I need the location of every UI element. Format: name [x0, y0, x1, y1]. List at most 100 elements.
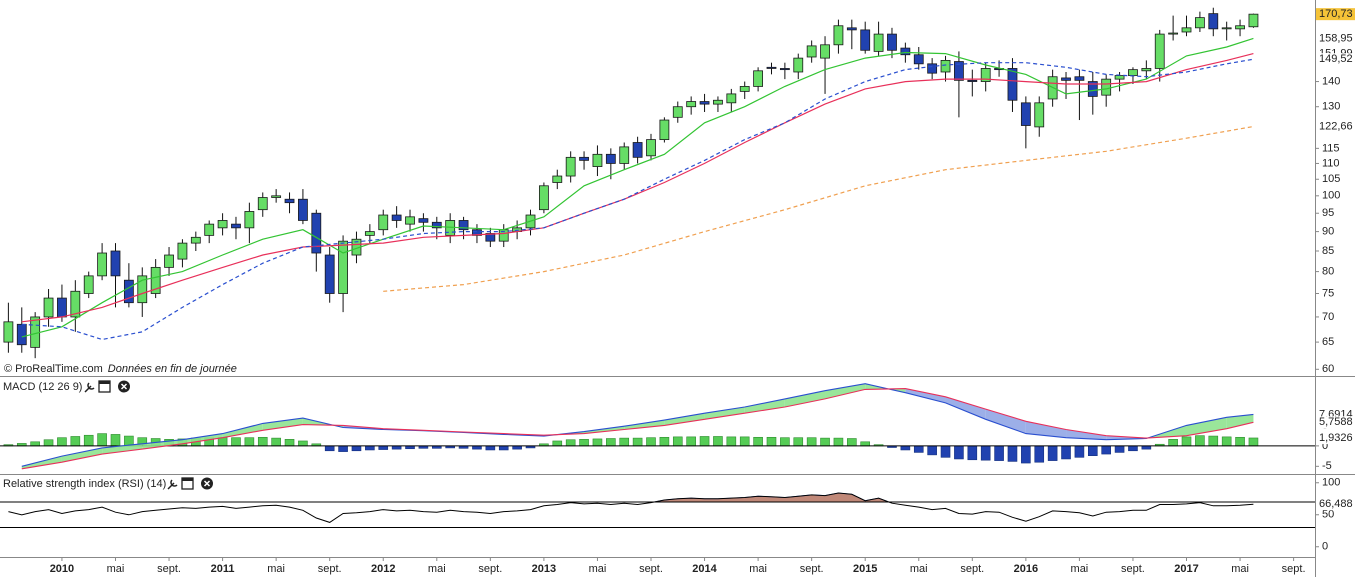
- candle-body: [284, 198, 295, 204]
- histogram-bar: [820, 437, 830, 447]
- candle-body: [1114, 75, 1125, 80]
- series-line: [21, 388, 1254, 470]
- candle-body: [1074, 76, 1085, 81]
- histogram-bar: [1235, 436, 1245, 447]
- candle-body: [97, 252, 108, 277]
- histogram-bar: [271, 437, 281, 447]
- histogram-bar: [110, 434, 121, 447]
- macd-fill: [182, 433, 223, 444]
- histogram-bar: [739, 436, 750, 447]
- macd-fill: [142, 439, 183, 450]
- y-tick-label: 80: [1322, 266, 1334, 278]
- candle-body: [1034, 102, 1045, 128]
- candle-body: [632, 142, 643, 158]
- candle-body: [43, 297, 54, 318]
- candle-body: [418, 218, 429, 223]
- last-value-label: 149,52: [1319, 53, 1353, 65]
- x-tick-label: mai: [749, 563, 767, 575]
- candle-body: [311, 212, 322, 254]
- y-tick-label: 115: [1322, 142, 1340, 154]
- rsi-line: [8, 492, 1254, 523]
- panel-title: MACD (12 26 9): [3, 381, 82, 393]
- y-tick-label: 105: [1322, 173, 1340, 185]
- x-tick-label: sept.: [478, 563, 502, 575]
- histogram-bar: [1021, 445, 1031, 464]
- histogram-bar: [606, 438, 616, 447]
- plot-area: [3, 7, 1259, 359]
- histogram-bar: [1221, 436, 1232, 447]
- histogram-bar: [1101, 445, 1111, 455]
- macd-fill: [744, 398, 785, 414]
- candle-body: [271, 195, 282, 198]
- y-tick-label: 0: [1322, 440, 1328, 452]
- histogram-bar: [994, 445, 1004, 461]
- histogram-bar: [900, 445, 911, 451]
- histogram-bar: [351, 445, 362, 452]
- x-tick-label: sept.: [157, 563, 181, 575]
- series-line: [383, 125, 1254, 292]
- candle-body: [431, 221, 442, 229]
- candle-body: [1061, 77, 1071, 81]
- histogram-bar: [1007, 445, 1018, 462]
- candle-body: [472, 229, 482, 236]
- x-tick-label: mai: [1071, 563, 1089, 575]
- histogram-bar: [632, 437, 643, 447]
- last-value-label: 66,488: [1319, 498, 1353, 510]
- histogram-bar: [806, 437, 817, 447]
- x-tick-label: sept.: [1282, 563, 1306, 575]
- x-tick-label: 2016: [1014, 563, 1038, 575]
- last-value-label: 5,7588: [1319, 416, 1353, 428]
- candle-body: [605, 153, 616, 164]
- candle-body: [779, 68, 790, 71]
- candle-body: [391, 214, 402, 221]
- histogram-bar: [1195, 435, 1205, 447]
- histogram-bar: [913, 445, 924, 453]
- histogram-bar: [284, 439, 295, 447]
- candle-body: [1128, 69, 1138, 76]
- macd-fill: [1025, 421, 1067, 438]
- x-tick-label: sept.: [639, 563, 663, 575]
- y-tick-label: 95: [1322, 207, 1334, 219]
- x-tick-label: sept.: [800, 563, 824, 575]
- candle-body: [405, 216, 415, 225]
- candle-body: [257, 197, 268, 211]
- candle-body: [619, 146, 630, 164]
- histogram-bar: [646, 437, 656, 447]
- histogram-bar: [257, 436, 268, 447]
- candle-body: [3, 321, 14, 343]
- last-value-box: [1316, 416, 1355, 429]
- candle-body: [1007, 68, 1018, 101]
- candle-body: [57, 297, 67, 318]
- candle-body: [1208, 13, 1219, 30]
- y-tick-label: 90: [1322, 226, 1334, 238]
- settings-icon[interactable]: [167, 479, 178, 490]
- y-tick-label: 70: [1322, 311, 1334, 323]
- y-tick-label: 50: [1322, 509, 1334, 521]
- candle-body: [1181, 27, 1192, 33]
- candle-body: [190, 236, 201, 244]
- settings-icon[interactable]: [84, 382, 95, 393]
- macd-fill: [1066, 429, 1107, 440]
- candle-body: [123, 279, 134, 304]
- histogram-bar: [43, 439, 54, 447]
- histogram-bar: [365, 445, 375, 451]
- histogram-bar: [753, 436, 763, 447]
- histogram-bar: [1128, 445, 1138, 452]
- histogram-bar: [780, 437, 790, 447]
- histogram-bar: [967, 445, 978, 461]
- x-tick-label: mai: [1231, 563, 1249, 575]
- histogram-bar: [766, 436, 777, 447]
- panel-tools: [167, 477, 213, 490]
- x-tick-label: 2017: [1174, 563, 1198, 575]
- candle-body: [579, 156, 589, 161]
- candle-body: [324, 254, 335, 294]
- candle-body: [686, 101, 697, 108]
- candle-body: [873, 33, 884, 52]
- candle-body: [967, 79, 978, 82]
- candle-body: [298, 198, 308, 221]
- candle-body: [766, 66, 777, 69]
- candle-body: [1101, 78, 1112, 96]
- candle-body: [1141, 68, 1152, 72]
- candle-body: [110, 250, 121, 277]
- histogram-bar: [579, 439, 589, 447]
